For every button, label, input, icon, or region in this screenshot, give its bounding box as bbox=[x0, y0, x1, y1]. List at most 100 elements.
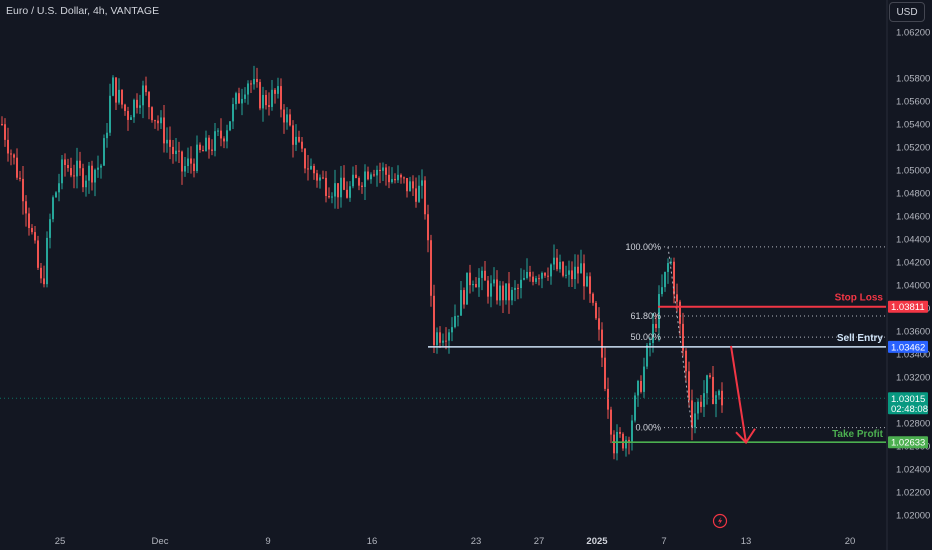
candle bbox=[85, 175, 87, 197]
candle bbox=[472, 280, 474, 292]
candle-body bbox=[130, 117, 132, 120]
candle bbox=[265, 90, 267, 110]
candle bbox=[13, 153, 15, 165]
lightning-icon[interactable] bbox=[712, 513, 728, 529]
candle-body bbox=[649, 343, 651, 346]
candle-body bbox=[511, 289, 513, 301]
candle bbox=[481, 266, 483, 291]
candle-body bbox=[340, 177, 342, 198]
candle bbox=[526, 258, 528, 280]
candle-body bbox=[712, 376, 714, 404]
candle bbox=[160, 110, 162, 130]
candle bbox=[127, 106, 129, 131]
candle-body bbox=[508, 283, 510, 301]
candle-body bbox=[646, 345, 648, 367]
candle bbox=[247, 80, 249, 105]
candle-body bbox=[238, 93, 240, 104]
candle-body bbox=[697, 401, 699, 414]
candle bbox=[91, 160, 93, 191]
candle bbox=[343, 165, 345, 191]
candle-body bbox=[382, 167, 384, 171]
candle bbox=[682, 312, 684, 357]
time-tick-label: 20 bbox=[845, 536, 856, 547]
candle bbox=[148, 90, 150, 120]
candle-body bbox=[46, 237, 48, 285]
candle-body bbox=[598, 318, 600, 330]
candle bbox=[475, 277, 477, 288]
candle bbox=[370, 172, 372, 184]
candle bbox=[187, 147, 189, 173]
candle bbox=[232, 97, 234, 130]
candle bbox=[601, 322, 603, 368]
sell-entry-tag-bg bbox=[888, 340, 928, 353]
candle-body bbox=[460, 290, 462, 316]
candle bbox=[64, 153, 66, 177]
candle-body bbox=[31, 228, 33, 233]
candle-body bbox=[640, 380, 642, 392]
candle-body bbox=[439, 332, 441, 343]
time-tick-label: 23 bbox=[471, 536, 482, 547]
candle-body bbox=[604, 357, 606, 389]
candle bbox=[550, 263, 552, 285]
candle bbox=[568, 260, 570, 287]
candle-body bbox=[283, 109, 285, 123]
candle bbox=[421, 169, 423, 199]
trade-levels[interactable]: Stop Loss Sell Entry Take Profit bbox=[428, 293, 886, 444]
projection-arrow[interactable] bbox=[730, 345, 756, 445]
candle bbox=[553, 244, 555, 271]
candle-body bbox=[343, 177, 345, 190]
candle bbox=[139, 94, 141, 115]
current-price-tag-countdown: 02:48:08 bbox=[891, 404, 928, 415]
candle-body bbox=[163, 117, 165, 144]
candle bbox=[448, 329, 450, 354]
candle bbox=[544, 271, 546, 278]
currency-button[interactable]: USD bbox=[889, 2, 925, 22]
arrow-shaft[interactable] bbox=[730, 345, 747, 443]
time-axis[interactable]: 25 Dec 9 16 23 27 2025 7 13 20 bbox=[55, 536, 856, 547]
candle bbox=[136, 93, 138, 114]
candle-body bbox=[655, 323, 657, 329]
fib-trend-line[interactable] bbox=[667, 246, 693, 428]
candle-body bbox=[682, 323, 684, 351]
price-tick-label: 1.04200 bbox=[896, 258, 930, 269]
candle bbox=[208, 135, 210, 159]
candle bbox=[436, 327, 438, 354]
candle bbox=[133, 98, 135, 123]
candle bbox=[364, 164, 366, 200]
candle-body bbox=[553, 257, 555, 265]
candle bbox=[394, 173, 396, 184]
candle-body bbox=[94, 169, 96, 183]
candle-body bbox=[124, 104, 126, 111]
arrow-head[interactable] bbox=[735, 428, 756, 445]
stop-loss-label: Stop Loss bbox=[835, 293, 884, 304]
candle bbox=[373, 169, 375, 177]
candle bbox=[505, 283, 507, 305]
candle bbox=[157, 115, 159, 131]
candle-body bbox=[211, 149, 213, 151]
candle-body bbox=[310, 165, 312, 170]
candle-body bbox=[589, 276, 591, 294]
candle bbox=[565, 265, 567, 279]
candle-body bbox=[583, 263, 585, 287]
fibonacci-retracement[interactable]: 100.00% 61.80% 50.00% 0.00% bbox=[625, 242, 886, 433]
candle bbox=[277, 77, 279, 99]
candle-body bbox=[1, 124, 3, 125]
candle bbox=[154, 119, 156, 129]
candle bbox=[709, 372, 711, 379]
candle bbox=[592, 292, 594, 306]
price-tick-label: 1.05000 bbox=[896, 166, 930, 177]
candle-body bbox=[451, 327, 453, 333]
candle bbox=[268, 92, 270, 116]
candle-body bbox=[526, 271, 528, 278]
candle-body bbox=[304, 148, 306, 169]
candle-body bbox=[232, 104, 234, 122]
candle bbox=[109, 83, 111, 136]
candle-body bbox=[151, 107, 153, 121]
candle bbox=[388, 166, 390, 189]
candle-body bbox=[337, 183, 339, 198]
candle-body bbox=[628, 439, 630, 442]
candle bbox=[337, 183, 339, 209]
sell-entry-tag: 1.03462 bbox=[888, 340, 928, 353]
